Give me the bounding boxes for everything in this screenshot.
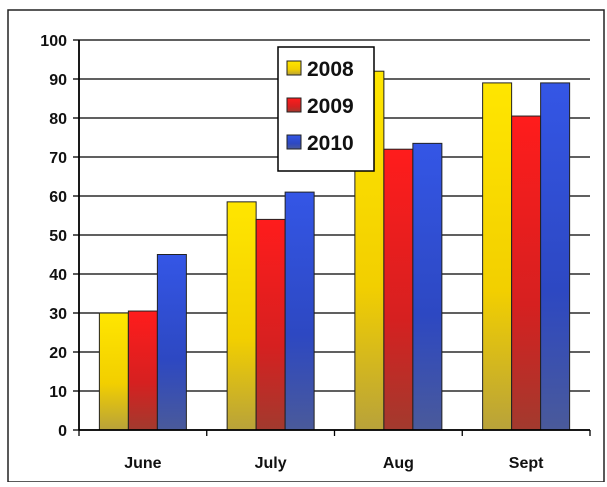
bar-2009-june [127, 310, 158, 431]
bar-2008-july [226, 201, 257, 431]
bar-2009-sept [511, 115, 542, 431]
x-tick-label: Sept [509, 455, 544, 472]
x-tick-label: June [124, 455, 161, 472]
bar-2010-aug [412, 142, 443, 431]
legend: 2008 2009 2010 [277, 46, 375, 172]
bar-2009-aug [383, 148, 414, 431]
bar-2009-july [255, 218, 286, 431]
x-axis-tick-labels: June July Aug Sept [78, 430, 591, 472]
y-tick-label: 20 [49, 345, 67, 362]
y-tick-label: 10 [49, 384, 67, 401]
axes [78, 40, 590, 431]
bar-2010-july [284, 191, 315, 431]
legend-swatch-2009 [286, 97, 302, 113]
legend-label-2008: 2008 [307, 58, 354, 81]
bar-2010-sept [540, 82, 571, 431]
legend-swatch-2010 [286, 134, 302, 150]
y-tick-label: 50 [49, 228, 67, 245]
y-tick-label: 30 [49, 306, 67, 323]
y-tick-label: 90 [49, 72, 67, 89]
y-tick-label: 100 [40, 33, 67, 50]
legend-swatch-2008 [286, 60, 302, 76]
x-tick-label: Aug [383, 455, 414, 472]
bar-2008-sept [482, 82, 513, 431]
legend-label-2009: 2009 [307, 95, 354, 118]
y-tick-label: 70 [49, 150, 67, 167]
bar-2008-june [98, 312, 129, 431]
y-axis-tick-labels: 0 10 20 30 40 50 60 70 80 90 100 [40, 33, 67, 440]
bar-2010-june [156, 254, 187, 431]
y-tick-label: 80 [49, 111, 67, 128]
y-tick-label: 60 [49, 189, 67, 206]
bars [98, 70, 571, 431]
y-tick-label: 40 [49, 267, 67, 284]
x-tick-label: July [255, 455, 287, 472]
y-tick-label: 0 [58, 423, 67, 440]
legend-label-2010: 2010 [307, 132, 354, 155]
